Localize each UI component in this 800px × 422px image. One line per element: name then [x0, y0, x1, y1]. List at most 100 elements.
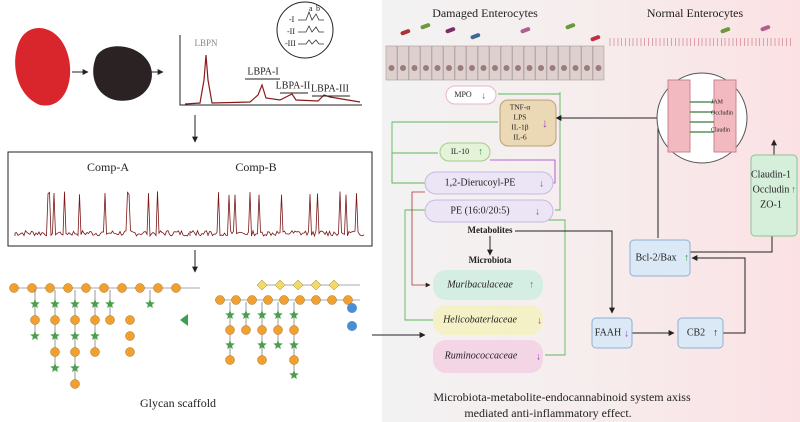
- microvilli: [736, 38, 745, 46]
- glucose: [9, 283, 19, 293]
- glucose: [225, 355, 235, 365]
- spectrum-a: [14, 191, 190, 238]
- cell-title: Normal Enterocytes: [647, 6, 744, 20]
- cell: [523, 45, 536, 81]
- cytokine: TNF-α: [510, 103, 531, 112]
- trend: ↑: [684, 252, 689, 263]
- microvilli: [724, 38, 734, 46]
- arabinose: [289, 340, 299, 349]
- junction-proteins: [690, 101, 714, 133]
- glucose: [153, 283, 163, 293]
- glucose: [295, 295, 305, 305]
- glucose: [117, 283, 127, 293]
- glucose: [263, 295, 273, 305]
- microvilli: [759, 38, 768, 46]
- caption: Microbiota-metabolite-endocannabinoid sy…: [433, 390, 691, 404]
- cell: [431, 45, 444, 81]
- nucleus: [526, 65, 533, 71]
- glucose: [273, 325, 283, 335]
- glucose: [225, 325, 235, 335]
- glucose: [70, 347, 80, 357]
- cell: [397, 45, 409, 81]
- glucose: [289, 325, 299, 335]
- arabinose: [50, 331, 60, 340]
- metabolites-title: Metabolites: [468, 225, 513, 235]
- arrow: [691, 255, 746, 334]
- glucose: [257, 355, 267, 365]
- component-label: Comp-A: [87, 160, 129, 174]
- inset-label: JAM: [711, 99, 724, 105]
- faah-box: [591, 317, 633, 349]
- metabolite-box: [424, 199, 554, 223]
- glucose: [27, 283, 37, 293]
- microbiota-title: Microbiota: [469, 255, 512, 265]
- glucose: [343, 295, 353, 305]
- cell: [592, 45, 605, 81]
- xylose: [347, 303, 357, 313]
- inset-label: Claudin: [711, 127, 730, 133]
- nucleus: [549, 65, 556, 71]
- metabolite-label: PE (16:0/20:5): [450, 205, 509, 216]
- bacterium: [590, 35, 601, 42]
- bacterium: [720, 27, 731, 34]
- inset-traces: [298, 10, 324, 45]
- glucose: [241, 325, 251, 335]
- cell: [512, 45, 524, 81]
- glucose: [99, 283, 109, 293]
- microvilli: [655, 38, 665, 46]
- nucleus: [480, 65, 487, 71]
- trend: ↓: [481, 90, 486, 101]
- arabinose: [257, 340, 267, 349]
- nucleus: [515, 65, 521, 71]
- glycan-label: Glycan scaffold: [140, 396, 216, 410]
- trend: ↑: [713, 327, 718, 338]
- glucose: [311, 295, 321, 305]
- chromatogram-trace: [184, 54, 361, 105]
- microvilli: [644, 38, 653, 46]
- glycan-structure: [9, 279, 360, 389]
- cell: [477, 45, 490, 81]
- microvilli: [632, 38, 642, 46]
- inset-label: Occludin: [711, 110, 733, 116]
- bcl-label: Bcl-2/Bax: [635, 252, 676, 263]
- glucose: [125, 331, 135, 341]
- microvilli: [690, 38, 699, 46]
- glucose: [215, 295, 225, 305]
- taxon-box: [433, 270, 543, 300]
- nucleus: [503, 65, 510, 71]
- cytokine: IL-1β: [511, 123, 528, 132]
- arabinose: [105, 299, 115, 308]
- glucose: [125, 315, 135, 325]
- connector: [490, 159, 556, 184]
- arabinose: [289, 310, 299, 319]
- nucleus: [469, 65, 475, 71]
- chromatogram-axes: [179, 35, 362, 106]
- cytokine: IL-6: [513, 133, 527, 142]
- microvilli: [713, 38, 722, 46]
- glucose: [171, 283, 181, 293]
- junction-box: [750, 154, 798, 237]
- bacterium: [400, 29, 411, 36]
- nucleus: [434, 65, 441, 71]
- junction-label: Claudin-1: [751, 169, 791, 180]
- galactose: [310, 279, 322, 291]
- peak-label: LBPA-III: [311, 83, 349, 94]
- metabolite-label: 1,2-Dierucoyl-PE: [445, 177, 516, 188]
- inset-label: -I: [289, 15, 295, 24]
- microvilli: [747, 38, 757, 46]
- trend: ↓: [537, 315, 542, 326]
- microvilli: [701, 38, 711, 46]
- arabinose: [50, 363, 60, 372]
- nucleus: [561, 65, 567, 71]
- faah-label: FAAH: [595, 327, 621, 338]
- peak-label: LBPA-I: [247, 66, 278, 77]
- cell: [558, 45, 570, 81]
- bcl-box: [629, 239, 691, 277]
- microvilli: [621, 38, 630, 46]
- trend: ↓: [539, 178, 544, 189]
- nucleus: [492, 65, 498, 71]
- cell: [408, 45, 421, 81]
- galactose: [256, 279, 268, 291]
- bacterium: [760, 25, 771, 32]
- arabinose: [257, 310, 267, 319]
